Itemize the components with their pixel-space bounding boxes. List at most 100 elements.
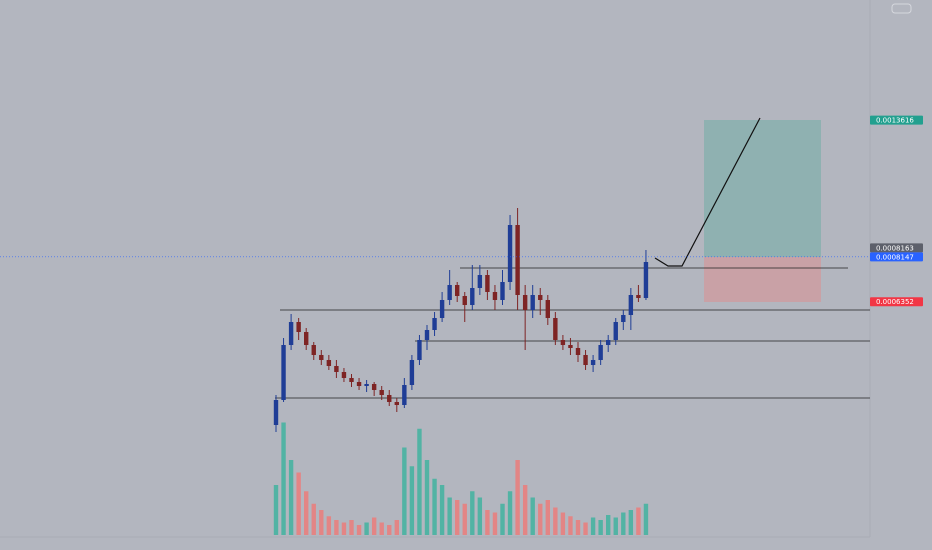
- price-tag-label: 0.0008147: [876, 253, 914, 261]
- volume-bar: [319, 510, 324, 535]
- candle-body: [545, 300, 550, 318]
- volume-bar: [538, 503, 543, 535]
- target-zone: [704, 120, 821, 257]
- candle-body: [379, 390, 384, 395]
- volume-bar: [387, 525, 392, 535]
- volume-bar: [304, 491, 309, 535]
- volume-bar: [575, 520, 581, 535]
- candle-body: [364, 384, 369, 386]
- volume-bar: [326, 516, 332, 535]
- volume-bar: [356, 525, 362, 535]
- candle-body: [507, 225, 513, 282]
- price-tag-label: 0.0006352: [876, 298, 914, 306]
- volume-bar: [334, 520, 339, 535]
- volume-bar: [296, 472, 301, 535]
- candle-body: [583, 355, 588, 365]
- candle-body: [394, 402, 399, 405]
- candle-body: [432, 318, 437, 330]
- candle-body: [530, 295, 535, 310]
- candle-body: [590, 360, 596, 365]
- candle-body: [568, 345, 573, 348]
- candle-body: [621, 315, 626, 322]
- candle-body: [296, 322, 301, 332]
- volume-bar: [636, 507, 641, 535]
- volume-bar: [424, 460, 430, 535]
- volume-bar: [621, 512, 626, 535]
- volume-bar: [447, 497, 452, 535]
- volume-bar: [432, 478, 437, 535]
- volume-bar: [439, 485, 445, 535]
- settings-button[interactable]: [891, 3, 912, 14]
- candle-body: [628, 295, 634, 315]
- volume-bar: [560, 512, 566, 535]
- volume-bar: [515, 460, 520, 535]
- candle-body: [356, 382, 362, 386]
- volume-bar: [311, 503, 316, 535]
- volume-bar: [288, 460, 294, 535]
- price-tag-label: 0.0008163: [876, 244, 914, 252]
- candle-body: [334, 366, 339, 372]
- candle-body: [500, 282, 505, 300]
- price-tag-label: 0.0013616: [876, 117, 914, 125]
- volume-bar: [598, 520, 603, 535]
- volume-bar: [371, 517, 377, 535]
- candle-body: [387, 395, 392, 402]
- candle-body: [575, 348, 581, 355]
- candle-body: [538, 295, 543, 300]
- candle-body: [304, 332, 309, 345]
- price-tag: [870, 297, 923, 307]
- candle-body: [598, 345, 603, 360]
- volume-bar: [455, 500, 460, 535]
- volume-bar: [590, 517, 596, 535]
- volume-bar: [553, 507, 558, 535]
- volume-bar: [477, 497, 483, 535]
- price-tag: [870, 115, 923, 125]
- volume-bar: [522, 485, 528, 535]
- volume-bar: [500, 503, 505, 535]
- stop-zone: [704, 257, 821, 302]
- volume-bar: [545, 500, 550, 535]
- volume-bar: [628, 510, 634, 535]
- candle-body: [341, 372, 347, 378]
- candle-body: [477, 275, 483, 288]
- candle-body: [311, 345, 316, 355]
- projection-path: [654, 117, 761, 267]
- candle-body: [281, 345, 286, 400]
- candle-body: [273, 400, 279, 425]
- volume-bar: [417, 428, 422, 535]
- candle-body: [470, 288, 475, 305]
- candle-body: [402, 385, 407, 405]
- volume-bar: [402, 447, 407, 535]
- candle-body: [319, 355, 324, 360]
- volume-bar: [281, 422, 286, 535]
- candle-body: [492, 292, 498, 300]
- volume-bar: [613, 517, 618, 535]
- candle-body: [643, 262, 649, 298]
- candle-body: [636, 295, 641, 298]
- candle-body: [553, 318, 558, 340]
- volume-layer: [273, 422, 649, 535]
- candle-body: [447, 285, 452, 300]
- volume-bar: [606, 515, 611, 535]
- price-tag: [870, 252, 923, 262]
- candle-body: [349, 378, 354, 382]
- price-tag: [870, 243, 923, 253]
- volume-bar: [643, 503, 649, 535]
- candle-layer: [273, 208, 649, 432]
- volume-bar: [492, 512, 498, 535]
- candle-body: [326, 360, 332, 366]
- candle-body: [613, 322, 618, 340]
- candle-body: [462, 296, 467, 305]
- candle-body: [288, 322, 294, 345]
- candle-body: [522, 295, 528, 310]
- volume-bar: [394, 520, 399, 535]
- volume-bar: [379, 522, 384, 535]
- candle-body: [409, 360, 415, 385]
- candle-body: [424, 330, 430, 340]
- volume-bar: [485, 510, 490, 535]
- volume-bar: [470, 491, 475, 535]
- volume-bar: [568, 516, 573, 535]
- candle-body: [455, 285, 460, 296]
